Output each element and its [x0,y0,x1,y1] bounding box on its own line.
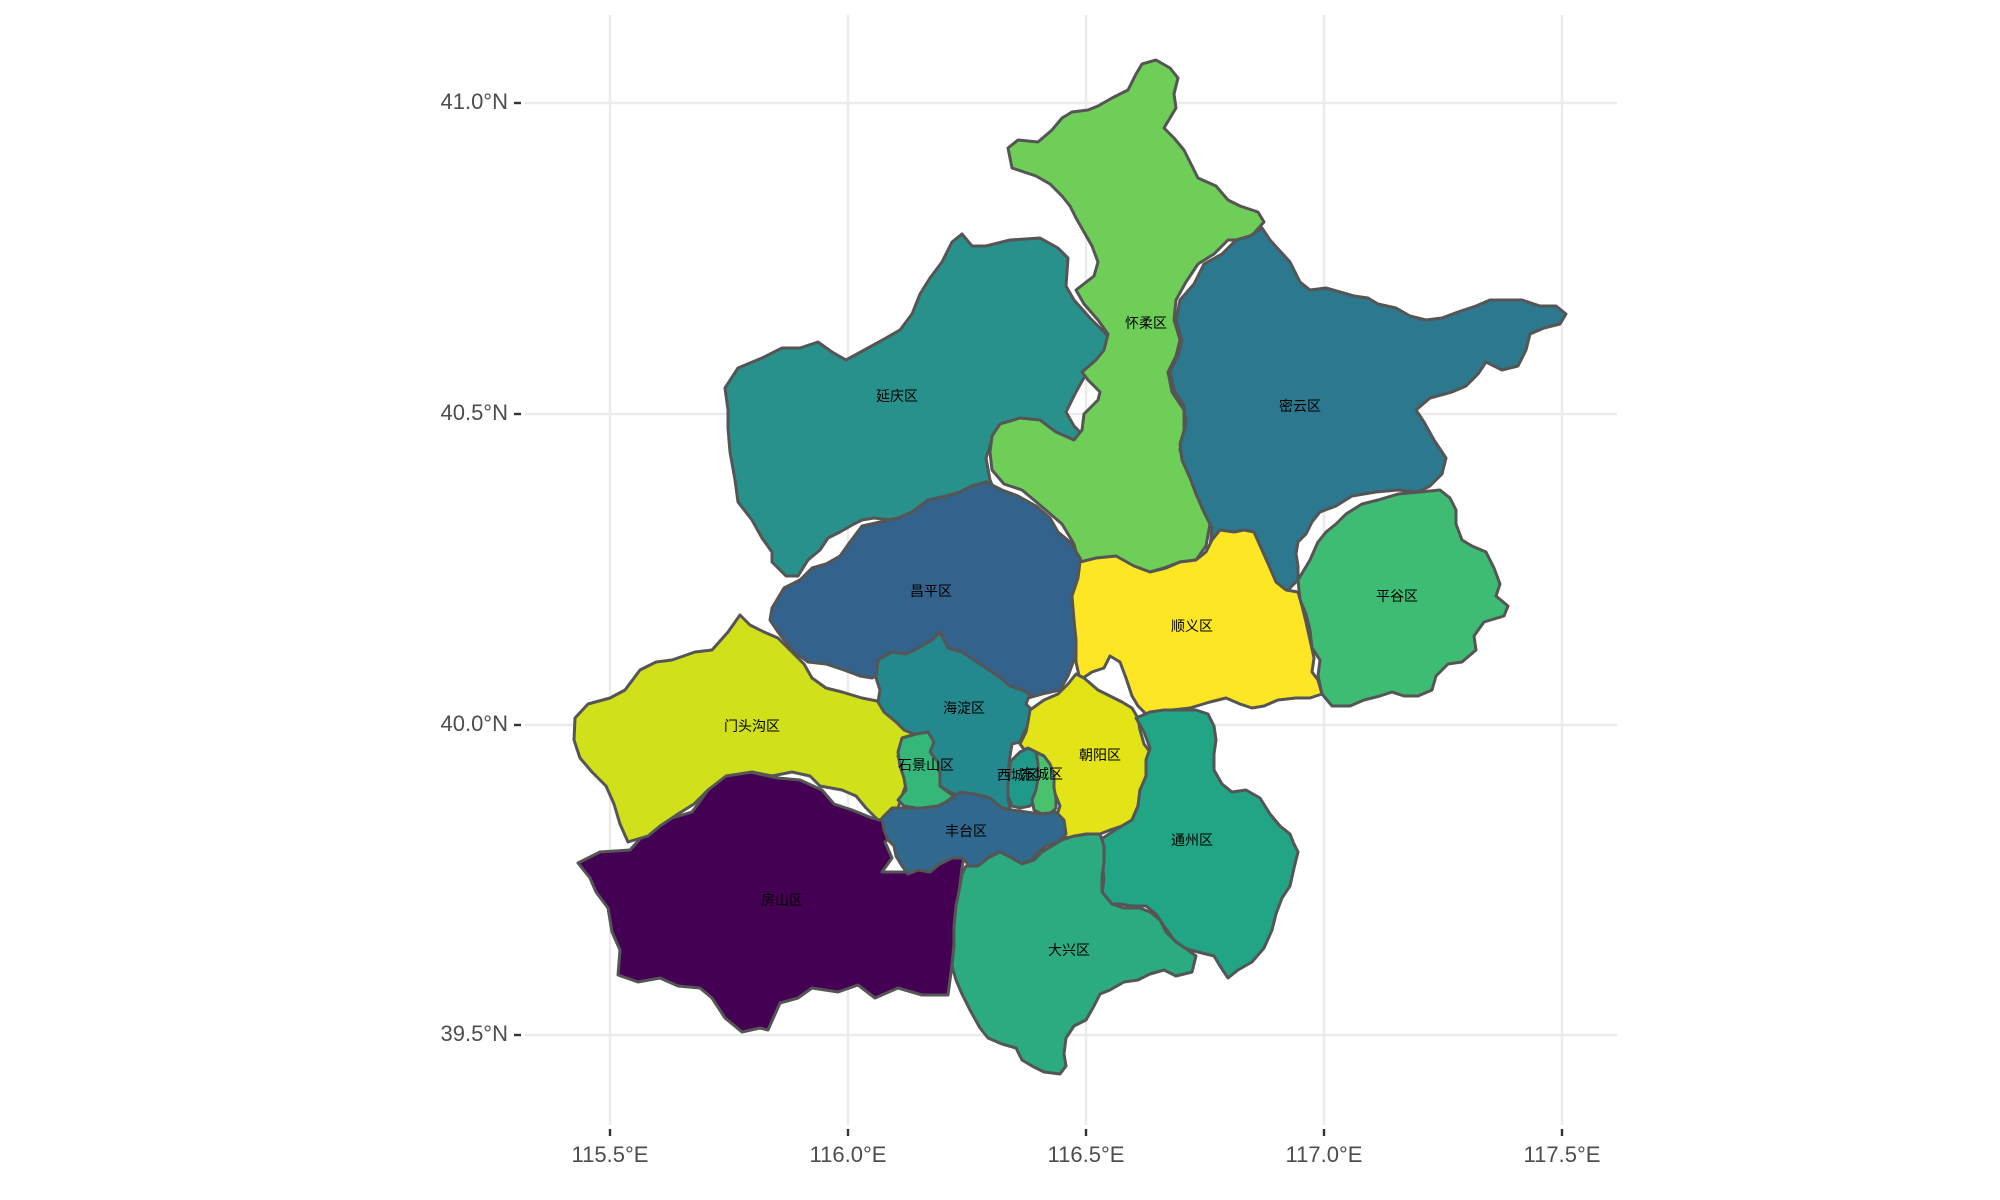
district-shunyi[interactable] [1070,528,1324,716]
y-axis: 41.0°N 40.5°N 40.0°N 39.5°N [440,89,521,1046]
x-axis-label: 117.0°E [1286,1142,1363,1167]
district-miyun[interactable] [1168,226,1568,594]
district-label-pinggu: 平谷区 [1376,589,1418,605]
district-tongzhou[interactable] [1098,708,1300,980]
district-label-fengtai: 丰台区 [945,824,987,840]
y-axis-label: 40.5°N [440,400,508,425]
district-huairou[interactable] [988,58,1266,574]
district-label-haidian: 海淀区 [943,701,985,717]
district-label-chaoyang: 朝阳区 [1079,748,1121,764]
district-label-mentougou: 门头沟区 [724,719,780,735]
district-label-yanqing: 延庆区 [876,389,918,405]
district-label-daxing: 大兴区 [1048,943,1090,959]
district-label-dongcheng: 东城区 [1021,767,1063,783]
district-pinggu[interactable] [1296,488,1510,708]
district-label-shunyi: 顺义区 [1171,619,1213,635]
district-labels: 怀柔区 延庆区 密云区 昌平区 顺义区 平谷区 门头沟区 海淀区 石景山区 朝阳… [724,316,1418,959]
x-axis-label: 116.5°E [1048,1142,1125,1167]
district-label-xicheng: 西城区 [997,768,1039,784]
district-label-miyun: 密云区 [1279,398,1321,415]
x-axis-label: 117.5°E [1524,1142,1601,1167]
y-axis-label: 41.0°N [440,89,508,114]
district-label-fangshan: 房山区 [761,893,803,909]
y-axis-label: 40.0°N [440,711,508,736]
district-label-tongzhou: 通州区 [1171,833,1213,849]
district-label-changping: 昌平区 [910,584,952,600]
x-axis-label: 116.0°E [810,1142,887,1167]
district-fengtai[interactable] [880,790,1068,876]
x-axis: 115.5°E 116.0°E 116.5°E 117.0°E 117.5°E [572,1129,1601,1167]
district-daxing[interactable] [950,832,1198,1076]
x-axis-label: 115.5°E [572,1142,649,1167]
district-label-huairou: 怀柔区 [1125,316,1167,332]
district-label-shijingshan: 石景山区 [898,758,954,774]
districts [572,58,1568,1076]
y-axis-label: 39.5°N [440,1021,508,1046]
